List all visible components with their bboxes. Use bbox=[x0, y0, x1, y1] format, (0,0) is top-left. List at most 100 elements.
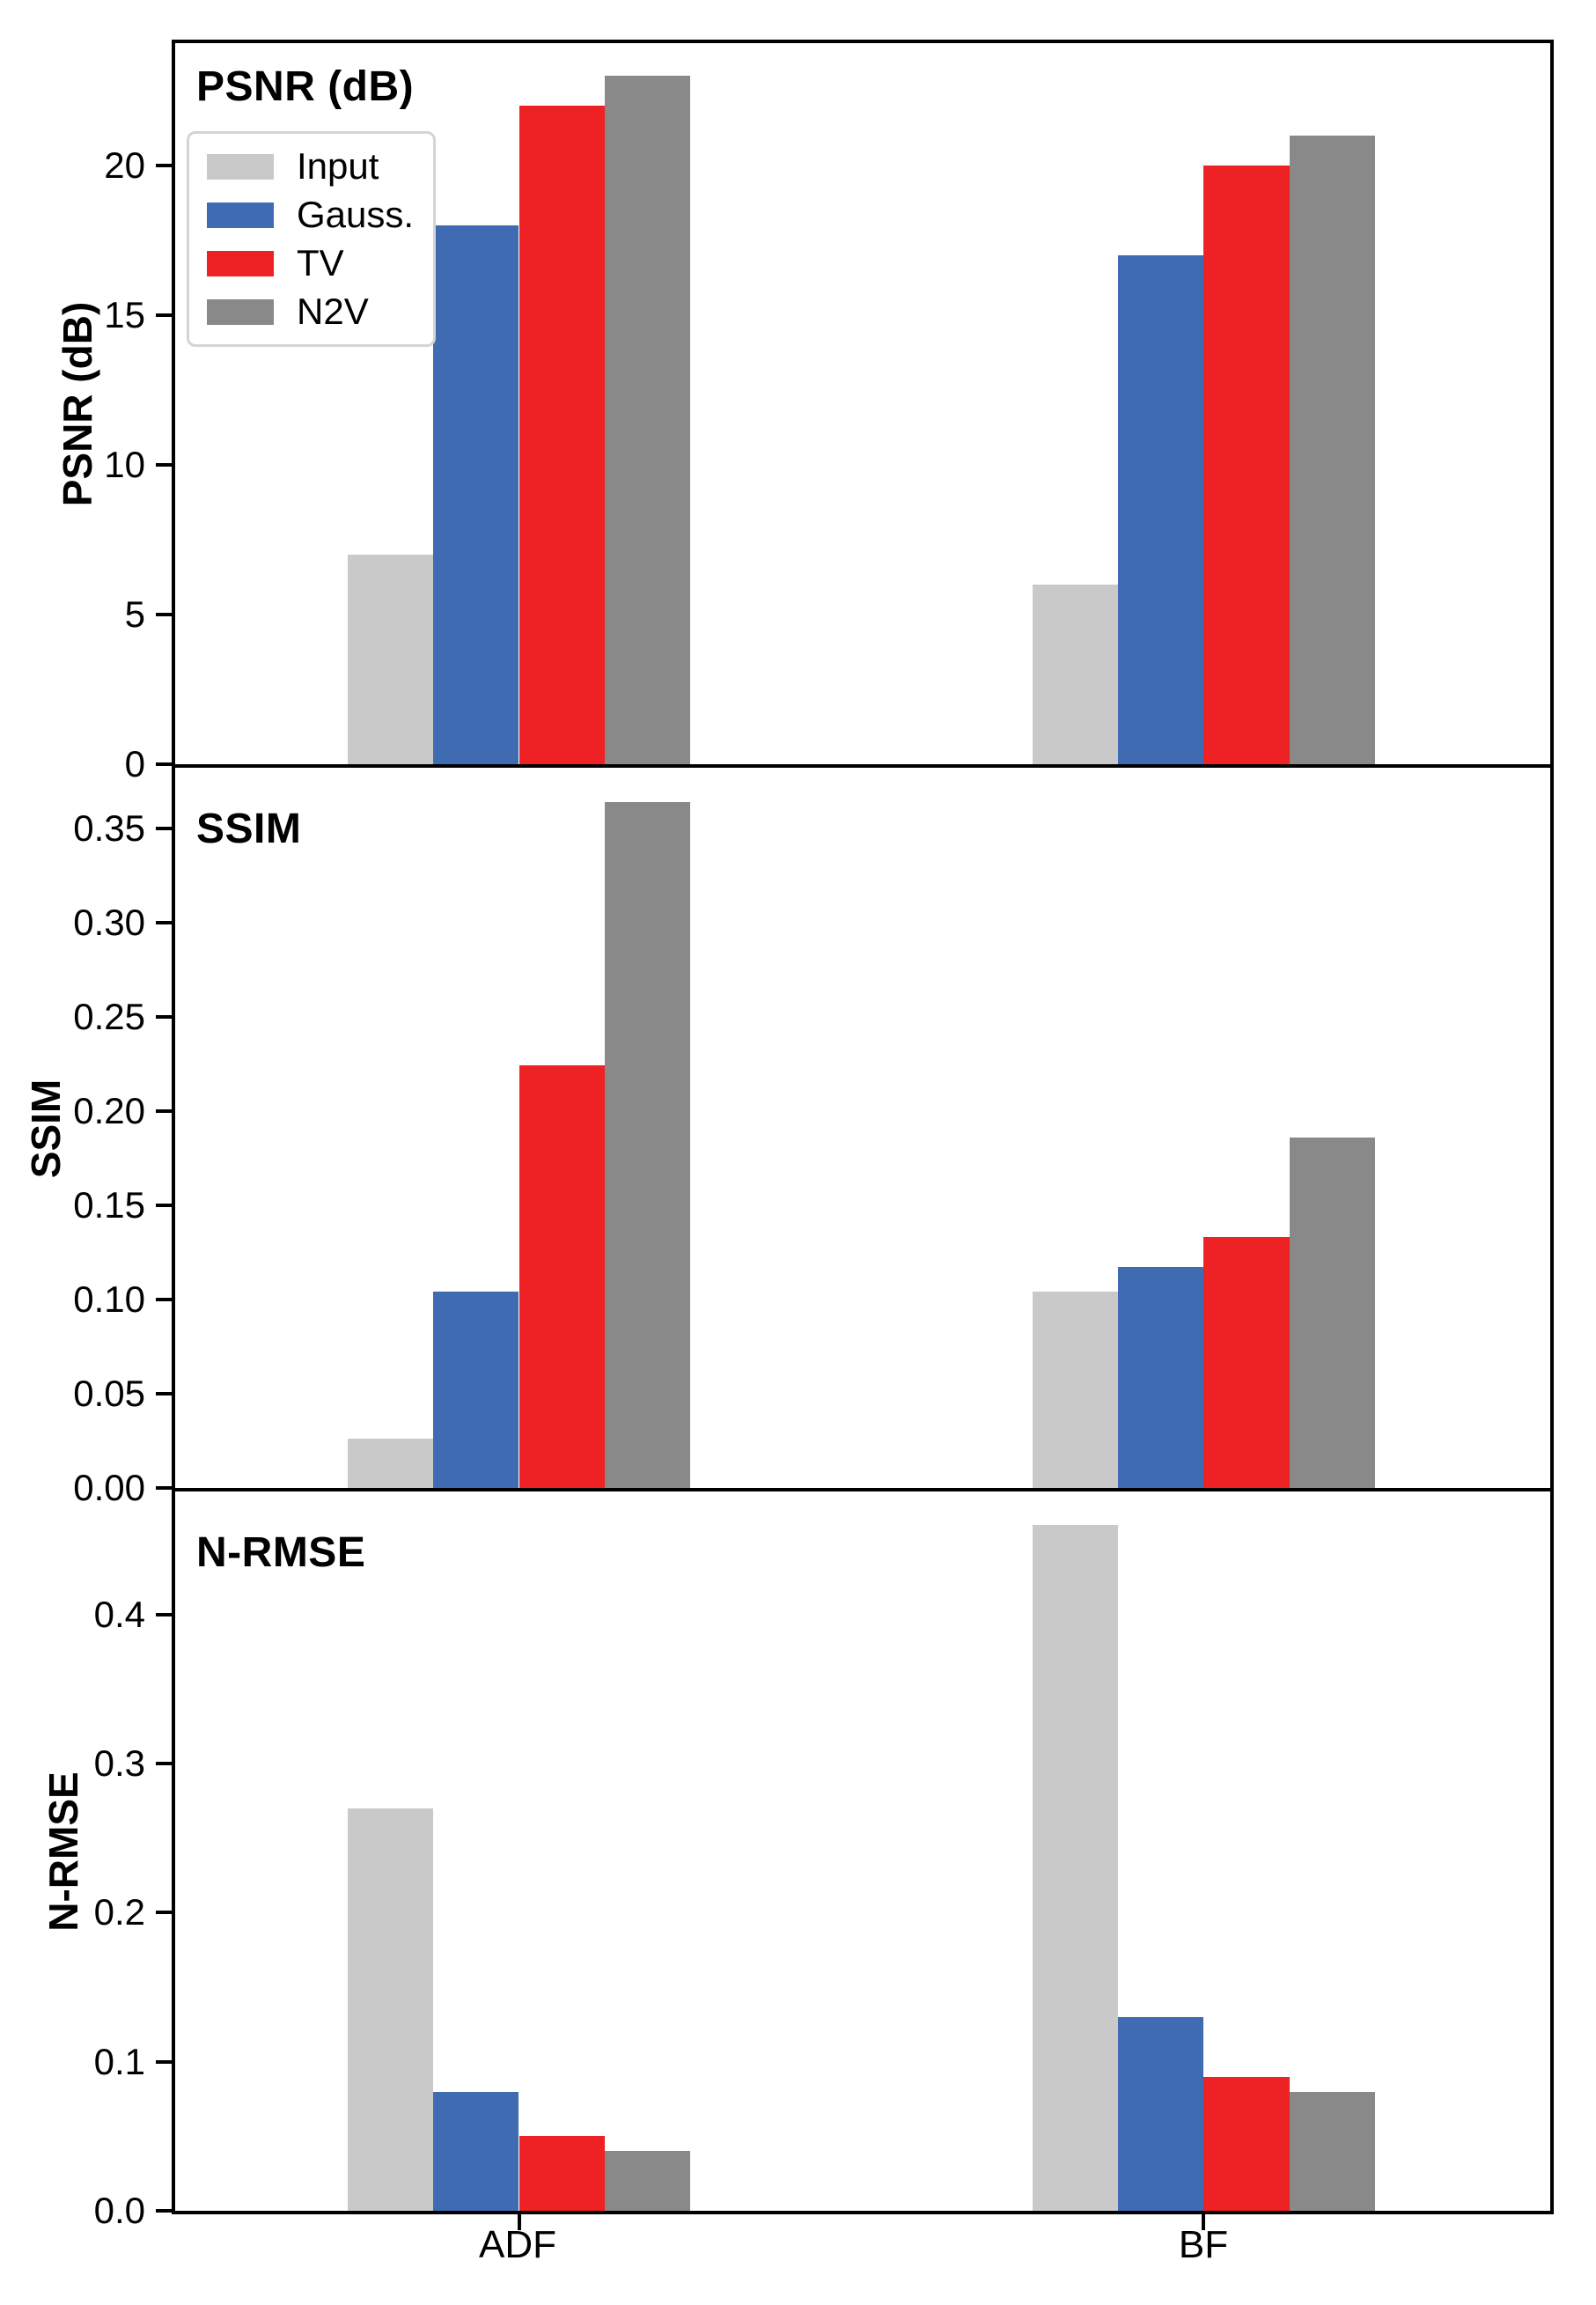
y-tick-mark bbox=[156, 1297, 173, 1301]
x-tick-mark-adf bbox=[517, 2214, 521, 2230]
y-tick-nrmse-0.2: 0.2 bbox=[94, 1894, 173, 1931]
y-axis-label-ssim: SSIM bbox=[23, 1079, 69, 1179]
y-tick-mark bbox=[156, 2059, 173, 2064]
panel-nrmse: 0.0 0.1 0.2 0.3 0.4 N-RMSE bbox=[94, 1491, 1554, 2230]
y-tick-psnr-5: 5 bbox=[125, 596, 173, 633]
bar-adf-n2v-psnr bbox=[604, 76, 691, 764]
y-tick-label: 0.0 bbox=[93, 2190, 145, 2231]
y-tick-ssim-0.35: 0.35 bbox=[73, 806, 173, 849]
legend-swatch-n2v-icon bbox=[207, 298, 274, 325]
bar-bf-n2v-nrmse bbox=[1289, 2091, 1375, 2211]
bar-bf-input-nrmse bbox=[1032, 1525, 1119, 2211]
bar-adf-input-nrmse bbox=[347, 1808, 434, 2211]
legend-item-gauss: Gauss. bbox=[207, 196, 414, 233]
y-tick-label: 0.30 bbox=[73, 901, 145, 943]
bar-adf-gauss-psnr bbox=[433, 225, 519, 764]
yticks-nrmse: 0.0 0.1 0.2 0.3 0.4 bbox=[94, 1491, 1550, 2229]
y-tick-mark bbox=[156, 164, 173, 168]
y-tick-psnr-0: 0 bbox=[125, 746, 173, 783]
y-tick-label: 0.00 bbox=[73, 1467, 145, 1508]
y-tick-label: 0.25 bbox=[73, 995, 145, 1037]
y-tick-ssim-0.00: 0.00 bbox=[73, 1469, 173, 1506]
y-tick-label: 0.2 bbox=[93, 1891, 145, 1933]
bar-adf-tv-nrmse bbox=[519, 2136, 605, 2211]
legend-item-input: Input bbox=[207, 148, 414, 185]
y-tick-mark bbox=[156, 1014, 173, 1019]
y-axis-label-nrmse: N-RMSE bbox=[40, 1771, 86, 1932]
legend-label-input: Input bbox=[297, 145, 379, 187]
y-tick-label: 0.4 bbox=[93, 1593, 145, 1635]
bar-adf-n2v-nrmse bbox=[604, 2151, 691, 2211]
bar-adf-n2v-ssim bbox=[604, 801, 691, 1488]
y-tick-label: 0.10 bbox=[73, 1278, 145, 1320]
y-axis-label-psnr: PSNR (dB) bbox=[55, 301, 100, 507]
y-tick-label: 5 bbox=[124, 593, 145, 636]
legend-swatch-input-icon bbox=[207, 153, 274, 180]
legend-swatch-tv-icon bbox=[207, 250, 274, 276]
y-tick-mark bbox=[156, 1486, 173, 1490]
bar-bf-n2v-ssim bbox=[1289, 1137, 1375, 1488]
panel-title-psnr: PSNR (dB) bbox=[196, 63, 415, 110]
bar-adf-gauss-ssim bbox=[433, 1292, 519, 1488]
legend-label-gauss: Gauss. bbox=[297, 194, 415, 235]
panel-ssim: 0.00 0.05 0.10 0.15 0.20 0.25 0.30 0.35 SSIM bbox=[73, 768, 1554, 1506]
bar-bf-gauss-nrmse bbox=[1118, 2016, 1204, 2211]
y-tick-mark bbox=[156, 313, 173, 318]
y-tick-ssim-0.15: 0.15 bbox=[73, 1183, 173, 1226]
y-tick-mark bbox=[156, 1612, 173, 1616]
yticks-psnr: 0 5 10 15 20 bbox=[104, 43, 1550, 783]
bars-ssim bbox=[175, 768, 1550, 1488]
x-tick-label-bf: BF bbox=[1178, 2223, 1229, 2266]
bar-bf-input-psnr bbox=[1032, 585, 1119, 764]
y-tick-ssim-0.05: 0.05 bbox=[73, 1372, 173, 1414]
y-tick-mark bbox=[156, 2209, 173, 2213]
y-tick-mark bbox=[156, 920, 173, 924]
bar-adf-input-ssim bbox=[347, 1439, 434, 1488]
legend-swatch-gauss-icon bbox=[207, 202, 274, 228]
yticks-ssim: 0.00 0.05 0.10 0.15 0.20 0.25 0.30 0.35 bbox=[73, 768, 1550, 1506]
y-tick-psnr-10: 10 bbox=[104, 446, 173, 483]
y-tick-label: 10 bbox=[104, 444, 145, 486]
panel-psnr: 0 5 10 15 20 PSNR (dB) Input Gauss. TV N2V bbox=[104, 40, 1554, 783]
bar-bf-tv-psnr bbox=[1203, 166, 1290, 764]
y-tick-label: 0 bbox=[124, 743, 145, 784]
legend-item-tv: TV bbox=[207, 245, 414, 282]
y-tick-mark bbox=[156, 826, 173, 830]
bars-psnr bbox=[175, 43, 1550, 764]
legend-label-tv: TV bbox=[297, 242, 344, 284]
y-tick-nrmse-0.0: 0.0 bbox=[94, 2192, 173, 2229]
y-tick-ssim-0.25: 0.25 bbox=[73, 998, 173, 1035]
y-tick-mark bbox=[156, 613, 173, 617]
bar-bf-gauss-ssim bbox=[1118, 1267, 1204, 1488]
bar-bf-n2v-psnr bbox=[1289, 136, 1375, 764]
y-tick-mark bbox=[156, 762, 173, 766]
y-tick-mark bbox=[156, 1108, 173, 1113]
y-tick-nrmse-0.3: 0.3 bbox=[94, 1745, 173, 1782]
y-tick-mark bbox=[156, 1203, 173, 1207]
y-tick-label: 0.1 bbox=[93, 2040, 145, 2082]
y-tick-ssim-0.20: 0.20 bbox=[73, 1092, 173, 1130]
bar-adf-tv-ssim bbox=[519, 1065, 605, 1488]
y-tick-mark bbox=[156, 1911, 173, 1915]
y-tick-label: 15 bbox=[104, 294, 145, 336]
bar-adf-tv-psnr bbox=[519, 106, 605, 764]
bars-nrmse bbox=[175, 1491, 1550, 2211]
bar-adf-gauss-nrmse bbox=[433, 2091, 519, 2211]
bar-bf-tv-nrmse bbox=[1203, 2076, 1290, 2211]
y-tick-mark bbox=[156, 463, 173, 468]
legend: Input Gauss. TV N2V bbox=[187, 131, 437, 347]
x-tick-label-adf: ADF bbox=[479, 2223, 556, 2266]
y-tick-ssim-0.30: 0.30 bbox=[73, 901, 173, 943]
y-tick-label: 0.35 bbox=[73, 806, 145, 849]
y-tick-label: 20 bbox=[104, 144, 145, 187]
y-tick-nrmse-0.4: 0.4 bbox=[93, 1593, 173, 1635]
y-tick-label: 0.15 bbox=[73, 1183, 145, 1226]
legend-item-n2v: N2V bbox=[207, 293, 414, 330]
legend-label-n2v: N2V bbox=[297, 291, 369, 332]
y-tick-ssim-0.10: 0.10 bbox=[73, 1278, 173, 1320]
panel-title-nrmse: N-RMSE bbox=[196, 1529, 366, 1576]
bar-adf-input-psnr bbox=[347, 555, 434, 764]
y-tick-mark bbox=[156, 1762, 173, 1766]
y-tick-label: 0.05 bbox=[73, 1372, 145, 1414]
